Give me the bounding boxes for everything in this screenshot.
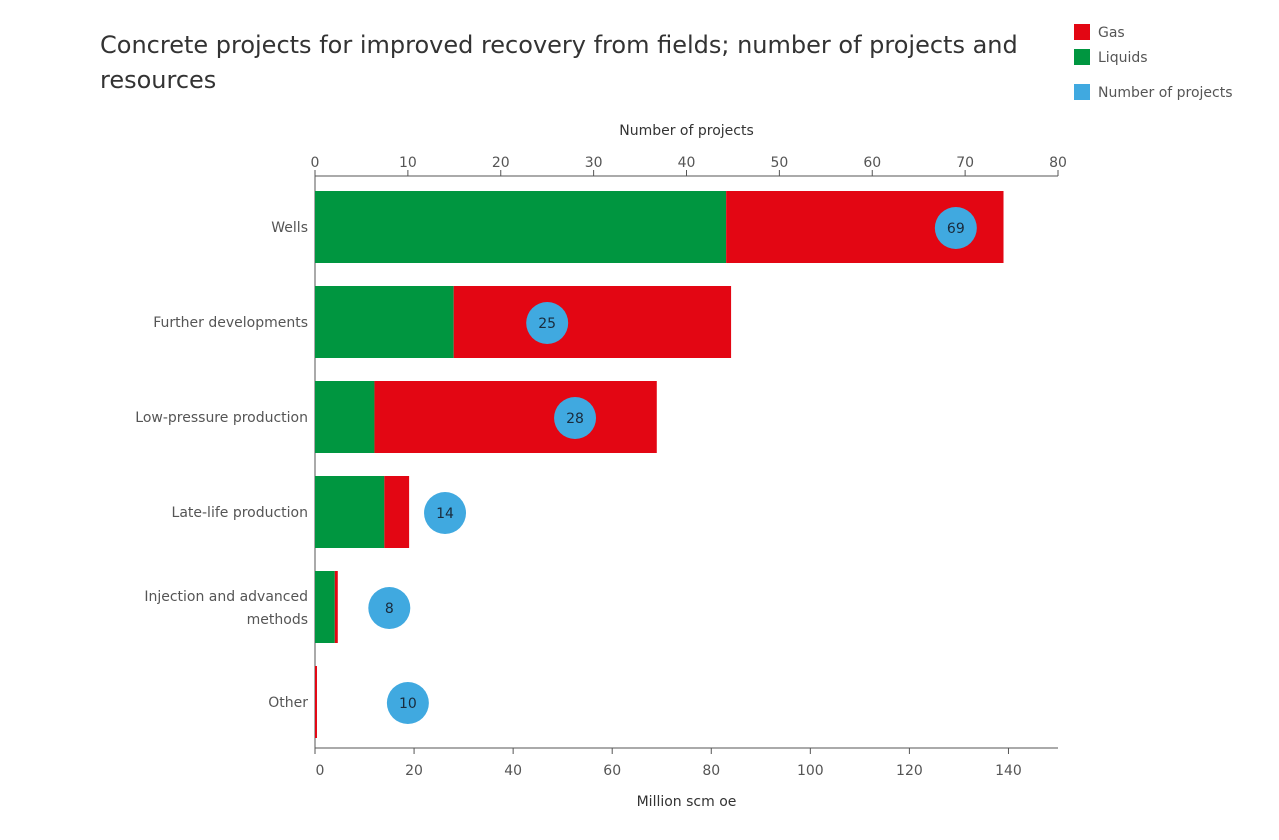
bottom-tick-label-80: 80 <box>702 763 720 779</box>
bar-gas-further-developments <box>453 286 732 358</box>
project-count-label-late-life-production: 14 <box>436 506 454 522</box>
legend-swatch-liquids <box>1074 49 1090 65</box>
project-count-dot-late-life-production <box>424 492 467 534</box>
top-tick-label-30: 30 <box>585 155 603 171</box>
category-label-late-life-production: Late-life production <box>172 505 308 521</box>
top-tick-label-80: 80 <box>1049 155 1067 171</box>
bar-gas-late-life-production <box>384 476 410 548</box>
legend-label-number-of-projects: Number of projects <box>1098 85 1233 101</box>
project-count-dot-wells <box>934 207 977 249</box>
project-count-dot-low-pressure-production <box>554 397 597 439</box>
bottom-tick-label-0: 0 <box>316 763 325 779</box>
bar-liquids-injection-and-advanced-methods <box>315 571 335 643</box>
bar-gas-injection-and-advanced-methods <box>334 571 338 643</box>
category-label-injection-and-advanced-methods-line-2: methods <box>247 612 308 628</box>
legend-swatch-gas <box>1074 24 1090 40</box>
bottom-tick-label-120: 120 <box>896 763 923 779</box>
top-tick-label-20: 20 <box>492 155 510 171</box>
top-tick-label-10: 10 <box>399 155 417 171</box>
project-count-label-wells: 69 <box>947 221 965 237</box>
category-label-further-developments: Further developments <box>153 315 308 331</box>
legend-label-liquids: Liquids <box>1098 50 1148 66</box>
top-tick-label-70: 70 <box>956 155 974 171</box>
project-count-label-low-pressure-production: 28 <box>566 411 584 427</box>
bar-gas-low-pressure-production <box>374 381 657 453</box>
bottom-tick-label-60: 60 <box>603 763 621 779</box>
bottom-axis-label: Million scm oe <box>637 794 737 810</box>
top-tick-label-40: 40 <box>678 155 696 171</box>
top-tick-label-60: 60 <box>863 155 881 171</box>
category-label-injection-and-advanced-methods: Injection and advanced methods <box>144 589 308 628</box>
top-axis-label: Number of projects <box>619 123 754 139</box>
legend-label-gas: Gas <box>1098 25 1125 41</box>
bar-liquids-further-developments <box>315 286 454 358</box>
top-tick-label-0: 0 <box>311 155 320 171</box>
legend-swatch-number-of-projects <box>1074 84 1090 100</box>
bar-liquids-late-life-production <box>315 476 385 548</box>
project-count-label-other: 10 <box>399 696 417 712</box>
bar-liquids-wells <box>315 191 727 263</box>
chart-title: Concrete projects for improved recovery … <box>100 31 1018 94</box>
bottom-tick-label-20: 20 <box>405 763 423 779</box>
bar-liquids-low-pressure-production <box>315 381 375 453</box>
category-label-wells: Wells <box>271 220 308 236</box>
project-count-dot-injection-and-advanced-methods <box>368 587 411 629</box>
bottom-tick-label-40: 40 <box>504 763 522 779</box>
bottom-tick-label-100: 100 <box>797 763 824 779</box>
bottom-tick-label-140: 140 <box>995 763 1022 779</box>
top-tick-label-50: 50 <box>770 155 788 171</box>
project-count-label-injection-and-advanced-methods: 8 <box>385 601 394 617</box>
project-count-dot-other <box>386 682 429 724</box>
project-count-label-further-developments: 25 <box>538 316 556 332</box>
bar-gas-other <box>315 666 317 738</box>
category-label-low-pressure-production: Low-pressure production <box>135 410 308 426</box>
category-label-other: Other <box>268 695 308 711</box>
category-label-injection-and-advanced-methods-line-1: Injection and advanced <box>144 589 308 605</box>
project-count-dot-further-developments <box>526 302 569 344</box>
